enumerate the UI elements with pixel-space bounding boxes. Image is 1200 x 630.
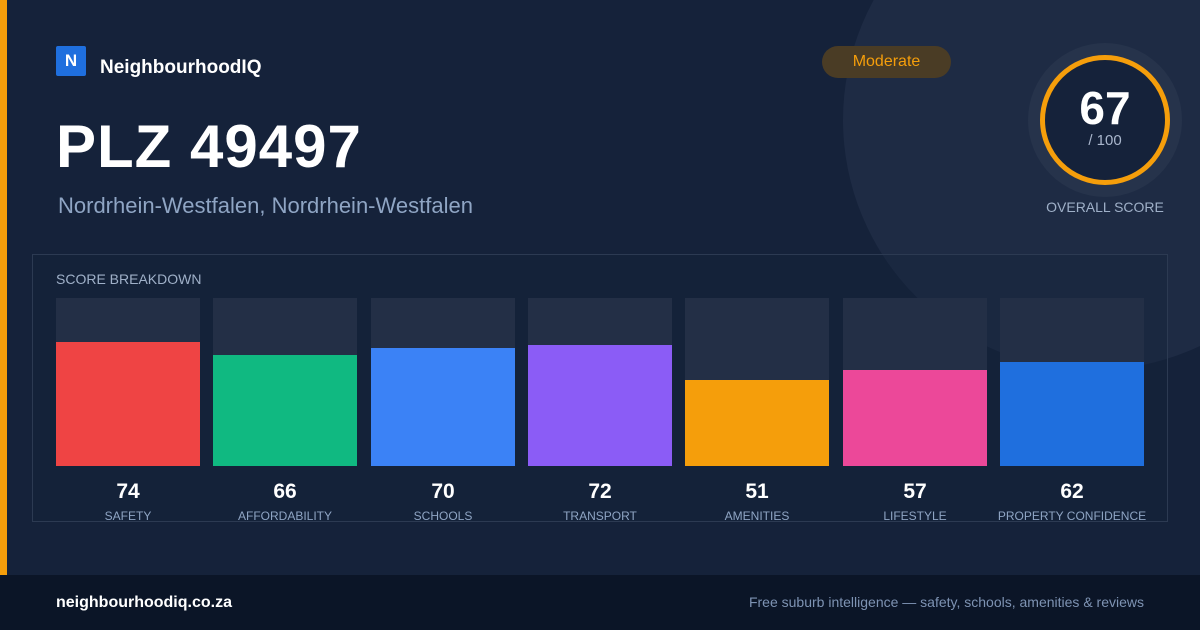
overall-score-value: 67 xyxy=(1079,82,1131,134)
score-bar-fill xyxy=(528,345,672,466)
accent-bar xyxy=(0,0,7,575)
score-bar-fill xyxy=(685,380,829,466)
score-bar-label: PROPERTY CONFIDENCE xyxy=(997,509,1147,523)
score-bar-track xyxy=(213,298,357,466)
score-bar-track xyxy=(843,298,987,466)
footer-site-link[interactable]: neighbourhoodiq.co.za xyxy=(56,594,232,611)
score-bar-track xyxy=(56,298,200,466)
brand-name: NeighbourhoodIQ xyxy=(100,57,262,78)
logo-icon: N xyxy=(56,46,86,76)
page-subtitle: Nordrhein-Westfalen, Nordrhein-Westfalen xyxy=(58,193,473,218)
footer-tagline: Free suburb intelligence — safety, schoo… xyxy=(748,594,1144,610)
score-bar-label: SCHOOLS xyxy=(413,509,473,523)
rating-badge: Moderate xyxy=(822,46,951,78)
score-bar-fill xyxy=(1000,362,1144,466)
score-bar-track xyxy=(685,298,829,466)
score-bar-value: 72 xyxy=(588,480,612,503)
score-bar-label: AFFORDABILITY xyxy=(237,509,332,523)
score-bar-track xyxy=(528,298,672,466)
score-breakdown-title: SCORE BREAKDOWN xyxy=(56,271,202,287)
score-bar-value: 74 xyxy=(116,480,140,503)
score-bar-value: 66 xyxy=(273,480,297,503)
score-bar-track xyxy=(1000,298,1144,466)
score-bar-fill xyxy=(213,355,357,466)
score-bar-label: AMENITIES xyxy=(724,509,790,523)
score-bar-label: TRANSPORT xyxy=(563,509,637,523)
score-bar-fill xyxy=(371,348,515,466)
score-bar-value: 62 xyxy=(1060,480,1084,503)
score-bar-value: 51 xyxy=(745,480,769,503)
score-bar-track xyxy=(371,298,515,466)
footer xyxy=(0,575,1200,630)
score-bar-label: SAFETY xyxy=(104,509,152,523)
overall-score-label: OVERALL SCORE xyxy=(1046,199,1164,215)
page-title: PLZ 49497 xyxy=(56,113,362,180)
score-bar-fill xyxy=(843,370,987,466)
overall-score-max: / 100 xyxy=(1088,132,1122,149)
score-bar-value: 57 xyxy=(903,480,927,503)
score-bar-fill xyxy=(56,342,200,466)
score-bar-label: LIFESTYLE xyxy=(883,509,947,523)
overall-score-ring xyxy=(1040,55,1170,185)
score-bar-value: 70 xyxy=(431,480,455,503)
